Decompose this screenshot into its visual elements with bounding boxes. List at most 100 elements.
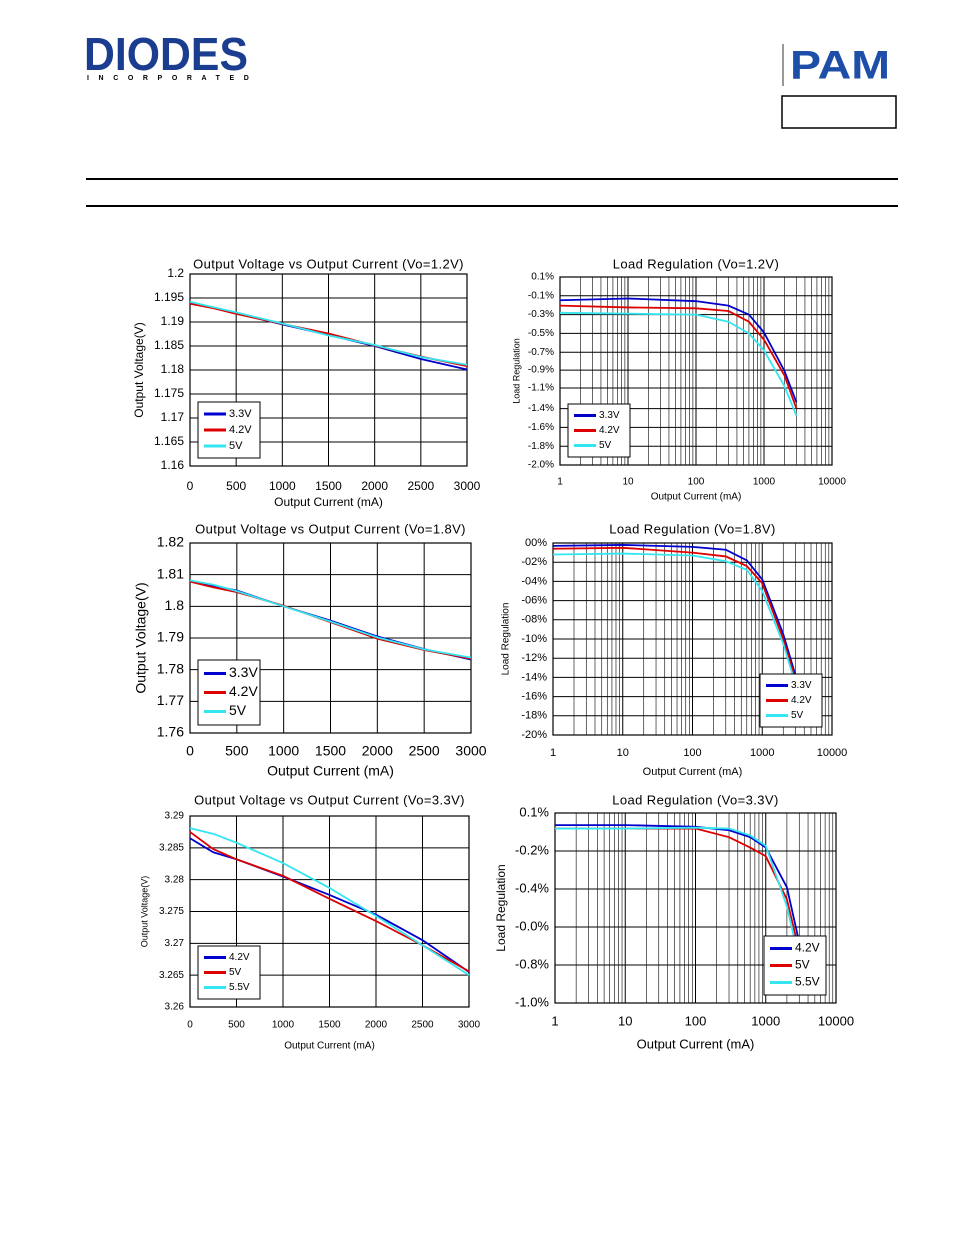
y-tick-label: 3.275 <box>159 906 184 917</box>
x-tick-label: 1 <box>550 747 556 759</box>
brand-logo: PAM <box>790 44 890 88</box>
x-tick-label: 1 <box>551 1013 558 1028</box>
x-tick-label: 100 <box>685 1013 707 1028</box>
series-line <box>189 579 472 659</box>
part-box <box>781 95 897 129</box>
y-tick-label: -04% <box>521 575 547 587</box>
y-tick-label: 1.82 <box>157 534 184 550</box>
y-tick-label: 00% <box>525 537 547 549</box>
legend-label: 3.3V <box>229 664 258 680</box>
series-line <box>559 304 798 409</box>
y-tick-label: 1.79 <box>157 629 184 645</box>
y-tick-label: -2.0% <box>528 460 554 471</box>
y-tick-label: -18% <box>521 710 547 722</box>
x-tick-label: 0 <box>186 743 194 759</box>
y-tick-label: 1.76 <box>157 724 184 740</box>
x-tick-label: 500 <box>225 743 249 759</box>
y-tick-label: 1.16 <box>161 458 185 472</box>
x-tick-label: 1500 <box>318 1020 341 1031</box>
y-tick-label: 1.175 <box>154 386 184 400</box>
legend-label: 4.2V <box>229 683 258 699</box>
x-tick-label: 2000 <box>361 479 388 493</box>
x-tick-label: 3000 <box>455 743 486 759</box>
x-tick-label: 2000 <box>365 1020 388 1031</box>
chart-title: Load Regulation (Vo=3.3V) <box>612 792 778 807</box>
y-tick-label: -0.8% <box>515 956 549 971</box>
y-tick-label: 1.19 <box>161 314 185 328</box>
legend-label: 5V <box>229 440 243 452</box>
x-tick-label: 3000 <box>458 1020 481 1031</box>
x-axis-label: Output Current (mA) <box>643 766 743 778</box>
legend-label: 3.3V <box>229 408 252 420</box>
y-tick-label: 3.26 <box>165 1002 185 1013</box>
y-tick-label: -0.5% <box>528 328 554 339</box>
x-tick-label: 1500 <box>315 479 342 493</box>
plot-frame <box>189 815 470 1008</box>
x-axis-label: Output Current (mA) <box>267 763 394 779</box>
y-axis-label: Load Regulation <box>501 603 512 676</box>
y-tick-label: 3.28 <box>165 874 185 885</box>
y-tick-label: -0.2% <box>515 842 549 857</box>
y-tick-label: 1.8 <box>165 597 185 613</box>
y-tick-label: 1.195 <box>154 290 184 304</box>
y-tick-label: -0.3% <box>528 309 554 320</box>
series-line <box>189 300 468 366</box>
y-tick-label: 1.18 <box>161 362 185 376</box>
legend-label: 4.2V <box>795 941 820 955</box>
x-tick-label: 10 <box>617 747 629 759</box>
x-tick-label: 1 <box>557 477 563 488</box>
x-tick-label: 10 <box>622 477 634 488</box>
series-line <box>552 546 797 680</box>
y-tick-label: -02% <box>521 556 547 568</box>
x-axis-label: Output Current (mA) <box>284 1041 375 1052</box>
y-tick-label: 1.185 <box>154 338 184 352</box>
x-tick-label: 10 <box>618 1013 632 1028</box>
x-tick-label: 0 <box>187 1020 193 1031</box>
y-axis-label: Output Voltage(V) <box>133 582 149 693</box>
y-tick-label: -1.4% <box>528 403 554 414</box>
x-tick-label: 100 <box>683 747 701 759</box>
y-tick-label: -0.1% <box>528 290 554 301</box>
y-tick-label: 3.27 <box>165 938 185 949</box>
x-tick-label: 2500 <box>407 479 434 493</box>
y-tick-label: -16% <box>521 691 547 703</box>
x-tick-label: 2500 <box>409 743 440 759</box>
plot-frame <box>552 542 833 736</box>
y-tick-label: -08% <box>521 614 547 626</box>
y-tick-label: 3.285 <box>159 842 184 853</box>
legend-label: 5V <box>791 710 804 721</box>
chart-title: Load Regulation (Vo=1.2V) <box>613 256 779 271</box>
y-tick-label: 0.1% <box>531 272 554 283</box>
x-tick-label: 0 <box>187 479 194 493</box>
x-tick-label: 10000 <box>817 747 848 759</box>
plot-frame <box>189 273 468 467</box>
x-tick-label: 1000 <box>269 479 296 493</box>
x-tick-label: 1000 <box>751 1013 780 1028</box>
chart-title: Load Regulation (Vo=1.8V) <box>609 521 775 536</box>
plot-frame <box>554 812 837 1004</box>
y-tick-label: -0.7% <box>528 347 554 358</box>
plot-frame <box>189 542 472 734</box>
legend-label: 3.3V <box>599 410 620 421</box>
x-tick-label: 1000 <box>272 1020 295 1031</box>
legend-label: 4.2V <box>229 952 250 963</box>
series-line <box>559 311 798 417</box>
y-axis-label: Output Voltage(V) <box>139 876 149 948</box>
x-axis-label: Output Current (mA) <box>274 495 383 509</box>
series-line <box>552 544 797 676</box>
y-tick-label: -1.0% <box>515 994 549 1009</box>
y-tick-label: -1.6% <box>528 422 554 433</box>
y-axis-label: Load Regulation <box>494 864 508 951</box>
legend-label: 5V <box>599 440 612 451</box>
y-tick-label: -0.4% <box>515 880 549 895</box>
x-tick-label: 3000 <box>454 479 481 493</box>
x-axis-label: Output Current (mA) <box>651 492 742 503</box>
x-tick-label: 2500 <box>411 1020 434 1031</box>
y-tick-label: -0.0% <box>515 918 549 933</box>
x-tick-label: 1000 <box>750 747 774 759</box>
legend-label: 5.5V <box>229 982 250 993</box>
chart-title: Output Voltage vs Output Current (Vo=1.8… <box>195 521 466 536</box>
series-line <box>555 826 801 961</box>
company-logo: DIODES <box>84 28 248 80</box>
